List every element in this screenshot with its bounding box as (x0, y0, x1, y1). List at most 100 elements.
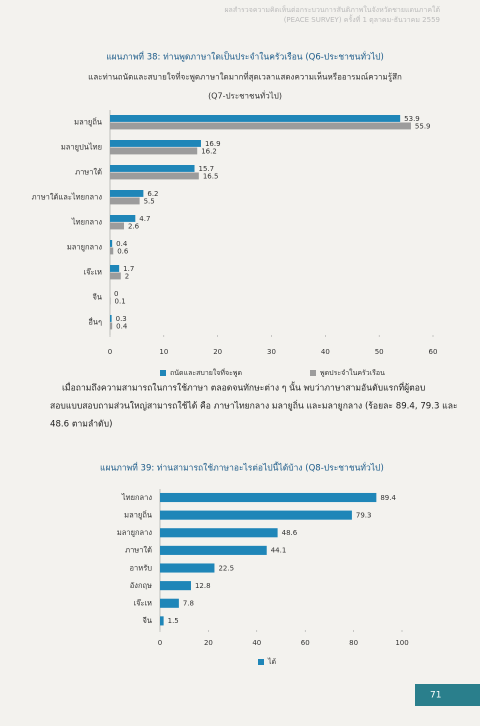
data-label: 16.5 (203, 172, 219, 180)
y-tick-label: จีน (92, 293, 102, 302)
page-number-box (415, 684, 480, 706)
data-label: 0.3 (116, 315, 127, 323)
bar (110, 247, 114, 255)
data-label: 15.7 (199, 165, 215, 173)
x-tick-label: 20 (213, 348, 222, 356)
data-label: 0.6 (117, 247, 129, 255)
y-tick-label: มลายูปนไทย (61, 143, 102, 152)
y-tick-label: อังกฤษ (130, 581, 152, 590)
bar (160, 563, 215, 573)
data-label: 48.6 (282, 529, 298, 537)
x-tick-label: 10 (159, 348, 168, 356)
x-tick-label: 30 (267, 348, 276, 356)
y-tick-label: มลายูถิ่น (74, 117, 102, 127)
data-label: 2 (125, 272, 129, 280)
bar (110, 240, 113, 247)
data-label: 79.3 (356, 511, 372, 519)
data-label: 2.6 (128, 222, 140, 230)
y-tick-label: ไทยกลาง (121, 493, 152, 502)
bar (160, 616, 164, 626)
y-tick-label: อื่นๆ (88, 317, 102, 327)
bar (110, 197, 140, 205)
data-label: 1.5 (168, 617, 179, 625)
bar (110, 265, 120, 272)
y-tick-label: จีน (142, 616, 152, 625)
chart-title: แผนภาพที่ 38: ท่านพูดภาษาใดเป็นประจำในคร… (106, 51, 384, 63)
data-label: 89.4 (380, 494, 396, 502)
bar (160, 598, 179, 608)
chart-subtitle: และท่านถนัดและสบายใจที่จะพูดภาษาใดมากที่… (88, 71, 402, 83)
bar (110, 147, 198, 155)
y-tick-label: ภาษาใต้ (75, 168, 102, 177)
bar (160, 492, 377, 503)
legend-swatch (258, 659, 264, 665)
x-tick-label: 100 (395, 639, 408, 647)
legend-swatch (160, 370, 166, 376)
data-label: 12.8 (195, 582, 211, 590)
page-number: 71 (430, 691, 441, 701)
bar (110, 140, 201, 147)
paragraph-line: เมื่อถามถึงความสามารถในการใช้ภาษา ตลอดจน… (62, 381, 425, 394)
y-tick-label: อาหรับ (130, 563, 153, 572)
legend-label: ได้ (267, 657, 276, 666)
bar (110, 222, 124, 230)
bar (110, 322, 113, 330)
header-line: ผลสำรวจความคิดเห็นต่อกระบวนการสันติภาพใน… (224, 5, 440, 14)
data-label: 0 (114, 290, 118, 298)
data-label: 0.1 (115, 297, 126, 305)
bar (110, 215, 136, 222)
y-tick-label: ภาษาใต้และไทยกลาง (32, 193, 103, 202)
bar (110, 272, 121, 280)
y-tick-label: ไทยกลาง (71, 218, 102, 227)
data-label: 0.4 (116, 240, 128, 248)
bar (160, 528, 278, 538)
legend-label: ถนัดและสบายใจที่จะพูด (170, 368, 242, 377)
bar (160, 545, 267, 555)
x-tick-label: 40 (252, 639, 261, 647)
bar (160, 581, 191, 591)
x-tick-label: 20 (204, 639, 213, 647)
data-label: 44.1 (271, 547, 287, 555)
bar (110, 122, 411, 130)
x-tick-label: 40 (321, 348, 330, 356)
y-tick-label: ภาษาใต้ (125, 546, 152, 555)
bar (110, 190, 144, 197)
bar (110, 172, 199, 180)
legend-label: พูดประจำในครัวเรือน (320, 368, 385, 377)
y-tick-label: เจ๊ะเห (84, 268, 103, 277)
bar (110, 115, 401, 122)
paragraph-line: 48.6 ตามลำดับ) (50, 420, 112, 430)
data-label: 22.5 (218, 564, 234, 572)
bar (110, 297, 111, 305)
x-tick-label: 60 (301, 639, 310, 647)
data-label: 53.9 (404, 115, 420, 123)
x-tick-label: 50 (375, 348, 384, 356)
x-tick-label: 0 (158, 639, 162, 647)
chart-title: แผนภาพที่ 39: ท่านสามารถใช้ภาษาอะไรต่อไป… (100, 462, 384, 474)
y-tick-label: มลายูกลาง (117, 528, 152, 537)
data-label: 4.7 (139, 215, 150, 223)
data-label: 16.9 (205, 140, 221, 148)
data-label: 6.2 (147, 190, 158, 198)
chart-subtitle: (Q7-ประชาชนทั่วไป) (208, 90, 282, 101)
y-tick-label: มลายูกลาง (67, 243, 102, 252)
data-label: 7.8 (183, 600, 194, 608)
y-tick-label: มลายูถิ่น (124, 509, 152, 519)
data-label: 16.2 (201, 147, 217, 155)
legend-swatch (310, 370, 316, 376)
header-line: (PEACE SURVEY) ครั้งที่ 1 ตุลาคม-ธันวาคม… (284, 13, 440, 24)
bar (110, 165, 195, 172)
data-label: 1.7 (123, 265, 134, 273)
bar (160, 510, 352, 520)
x-tick-label: 80 (349, 639, 358, 647)
x-tick-label: 60 (429, 348, 438, 356)
data-label: 0.4 (116, 322, 128, 330)
paragraph-line: สอบแบบสอบถามส่วนใหญ่สามารถใช้ได้ คือ ภาษ… (50, 400, 458, 412)
data-label: 55.9 (415, 122, 431, 130)
bar (110, 315, 112, 322)
y-tick-label: เจ๊ะเห (134, 599, 153, 608)
data-label: 5.5 (144, 197, 155, 205)
